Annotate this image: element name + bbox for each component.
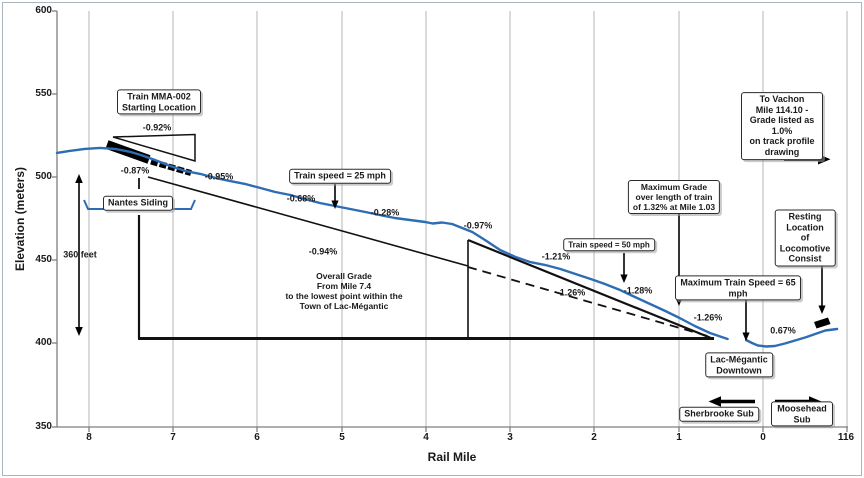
elevation-profile-line	[55, 146, 729, 341]
x-tick-0: 0	[760, 432, 766, 444]
moosehead-sub-box: Moosehead Sub	[771, 401, 833, 427]
y-tick-550: 550	[35, 88, 52, 100]
grade-label-121: -1.21%	[541, 251, 571, 262]
y-tick-600: 600	[35, 5, 52, 17]
grade-label-126-curve: -1.26%	[693, 312, 723, 323]
gridlines	[88, 11, 848, 427]
steep-section-triangle	[467, 238, 712, 340]
grade-label-068: -0.68%	[286, 193, 316, 204]
x-tick-6: 6	[254, 432, 260, 444]
grade-label-092: -0.92%	[142, 122, 172, 133]
train-grade-triangle	[112, 133, 196, 163]
grade-label-097: -0.97%	[463, 220, 493, 231]
y-tick-450: 450	[35, 254, 52, 266]
grade-label-095: -0.95%	[204, 171, 234, 182]
grade-label-087: -0.87%	[120, 165, 150, 176]
speed25-box: Train speed = 25 mph	[289, 168, 391, 184]
speed50-down-arrow-icon	[620, 253, 628, 283]
grade-label-028: -0.28%	[370, 207, 400, 218]
locomotive-icon	[814, 317, 831, 329]
overall-grade-note: Overall Grade From Mile 7.4 to the lowes…	[285, 270, 403, 312]
resting-location-box: Resting Location of Locomotive Consist	[774, 209, 836, 267]
vertical-extent-label: 360 feet	[63, 249, 97, 260]
y-tick-350: 350	[35, 421, 52, 433]
nantes-siding-box: Nantes Siding	[102, 195, 174, 211]
x-tick-8: 8	[86, 432, 92, 444]
grade-label-067: 0.67%	[770, 325, 796, 336]
grade-label-128: -1.28%	[623, 285, 653, 296]
x-tick-1: 1	[676, 432, 682, 444]
axes-lines	[52, 10, 848, 432]
downtown-box: Lac-Mégantic Downtown	[705, 352, 773, 378]
vertical-extent-arrow-icon	[75, 174, 83, 336]
grade-label-094: -0.94%	[308, 246, 338, 257]
resting-down-arrow-icon	[818, 260, 826, 314]
sherbrooke-left-arrow-icon	[708, 396, 755, 407]
overall-grade-triangle	[137, 176, 714, 340]
pointer-arrows	[331, 184, 826, 341]
elevation-profile-line-moosehead	[744, 327, 839, 348]
grade-label-126-dashed: -1.26%	[556, 287, 586, 298]
y-tick-400: 400	[35, 337, 52, 349]
train-start-box: Train MMA-002 Starting Location	[117, 89, 201, 115]
speed25-down-arrow-icon	[331, 184, 339, 209]
x-tick-3: 3	[507, 432, 513, 444]
x-tick-2: 2	[591, 432, 597, 444]
max-speed-down-arrow-icon	[742, 296, 750, 341]
max-grade-box: Maximum Grade over length of train of 1.…	[627, 179, 721, 215]
max-speed-box: Maximum Train Speed = 65 mph	[675, 275, 801, 301]
x-tick-4: 4	[423, 432, 429, 444]
y-tick-500: 500	[35, 171, 52, 183]
sherbrooke-sub-box: Sherbrooke Sub	[679, 406, 759, 422]
x-tick-116: 116	[837, 432, 855, 444]
speed50-box: Train speed = 50 mph	[563, 238, 655, 252]
y-axis-title: Elevation (meters)	[12, 166, 27, 272]
vachon-box: To Vachon Mile 114.10 - Grade listed as …	[741, 92, 823, 160]
x-tick-7: 7	[170, 432, 176, 444]
x-tick-5: 5	[339, 432, 345, 444]
x-axis-title: Rail Mile	[427, 449, 477, 464]
